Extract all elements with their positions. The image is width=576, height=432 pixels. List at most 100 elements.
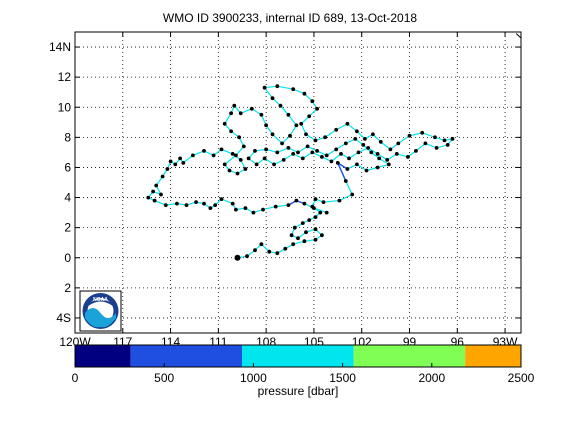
profile-dot — [375, 165, 380, 170]
profile-dot — [251, 210, 256, 215]
profile-dot — [245, 254, 249, 259]
profile-dot — [219, 147, 224, 152]
profile-dot — [294, 198, 299, 203]
profile-dot — [313, 237, 318, 242]
profile-dot — [442, 138, 447, 143]
profile-dot — [230, 201, 235, 206]
lat-tick-label: 14N — [49, 40, 71, 54]
profile-dot — [270, 132, 275, 137]
profile-dot — [289, 233, 294, 238]
profile-dot — [213, 203, 218, 208]
profile-dot — [434, 146, 439, 150]
profile-dot — [334, 127, 339, 132]
profile-dot — [305, 144, 310, 149]
profile-dot — [178, 156, 183, 161]
colorbar-bins — [75, 345, 521, 367]
profile-dot — [294, 123, 299, 128]
profile-dot — [181, 161, 186, 165]
lat-tick-label: 4S — [56, 311, 71, 325]
colorbar-label: pressure [dbar] — [258, 384, 339, 398]
profile-dot — [275, 150, 280, 155]
profile-dot — [407, 133, 412, 138]
profile-dot — [173, 162, 178, 167]
profile-dot — [420, 130, 425, 135]
colorbar-bin — [130, 345, 243, 367]
profile-dot — [261, 207, 265, 212]
profile-dot — [307, 218, 312, 223]
profile-dot — [175, 201, 179, 206]
profile-dot — [232, 103, 237, 108]
lat-tick-label: 2 — [64, 281, 71, 295]
profile-dot — [159, 192, 163, 197]
profile-dot — [304, 132, 308, 137]
profile-dot — [321, 200, 326, 205]
profile-dot — [414, 149, 418, 153]
profile-dot — [151, 189, 156, 194]
lat-tick-label: 4 — [64, 191, 71, 205]
profile-dot — [229, 111, 234, 116]
profile-dot — [286, 146, 291, 150]
profile-dot — [313, 215, 318, 220]
lat-tick-label: 0 — [64, 251, 71, 265]
lat-tick-label: 6 — [64, 160, 71, 174]
profile-dot — [300, 221, 305, 226]
profile-dot — [243, 167, 248, 171]
profile-dot — [275, 251, 280, 256]
colorbar-tick-label: 0 — [72, 371, 79, 385]
profile-dot — [445, 143, 450, 147]
profile-dot — [323, 135, 327, 140]
profile-dot — [184, 203, 189, 208]
colorbar-tick-label: 2500 — [508, 371, 535, 385]
profile-dot — [243, 206, 248, 211]
profile-dot — [191, 153, 195, 158]
profile-dot — [283, 246, 288, 251]
profile-dot — [324, 210, 329, 215]
profile-dot — [264, 147, 268, 152]
profile-dot — [310, 204, 315, 209]
profile-dot — [222, 121, 227, 126]
profile-dot — [235, 171, 240, 176]
profile-dot — [264, 123, 268, 128]
colorbar-bin — [465, 345, 521, 367]
profile-dot — [208, 206, 213, 211]
map-grid — [74, 32, 521, 333]
profile-dot — [238, 158, 243, 162]
profile-dot — [152, 198, 157, 203]
profile-dot — [280, 141, 284, 146]
profile-dot — [259, 112, 264, 117]
profile-dot — [394, 152, 399, 156]
profile-dot — [234, 254, 241, 261]
profile-dot — [310, 150, 315, 155]
profile-dot — [296, 236, 300, 241]
profile-dot — [246, 156, 251, 161]
profile-dot — [396, 141, 401, 146]
profile-dot — [345, 121, 350, 126]
profile-dot — [302, 201, 307, 206]
profile-dot — [386, 162, 391, 167]
profile-dot — [375, 152, 380, 156]
profile-dot — [377, 156, 382, 161]
coastline — [515, 33, 522, 39]
profile-dot — [275, 84, 280, 89]
profile-dot — [146, 195, 151, 200]
profile-dot — [423, 141, 428, 146]
latitude-tick-labels: 14N 12 10 8 6 4 2 0 2 4S — [49, 40, 71, 325]
profile-dot — [222, 162, 227, 167]
profile-dot — [320, 155, 324, 159]
profile-dot — [355, 129, 359, 134]
colorbar-tick-label: 1500 — [329, 371, 356, 385]
profile-dot — [160, 174, 165, 179]
profile-dot — [234, 207, 238, 212]
figure-title: WMO ID 3900233, internal ID 689, 13-Oct-… — [163, 11, 417, 25]
colorbar-bin — [353, 345, 466, 367]
profile-dot — [253, 248, 257, 253]
profile-dot — [234, 153, 238, 158]
profile-dot — [385, 158, 390, 162]
lat-tick-label: 2 — [64, 221, 71, 235]
profile-dot — [353, 137, 358, 141]
colorbar-tick-label: 1000 — [240, 371, 267, 385]
profile-dot — [292, 225, 297, 230]
profile-dot — [320, 233, 324, 238]
profile-dot — [335, 161, 340, 165]
